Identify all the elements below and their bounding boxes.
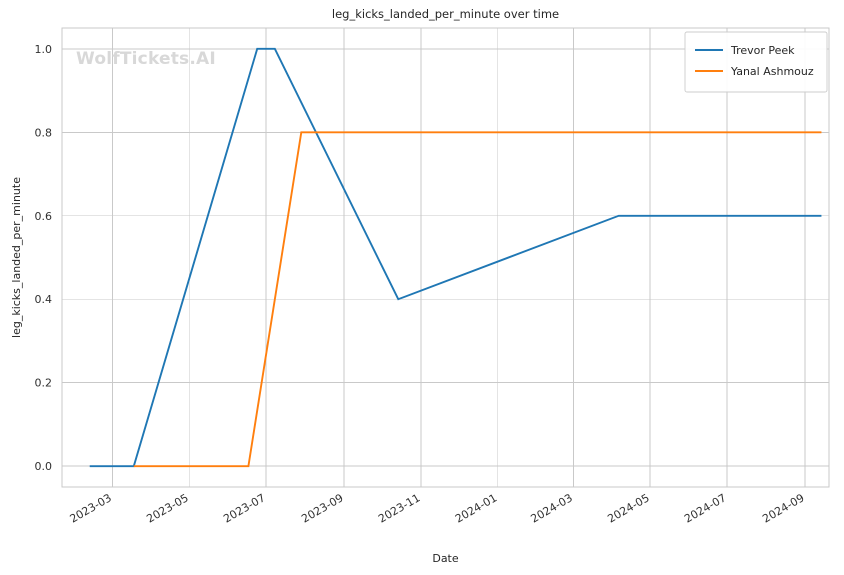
legend-label-2: Yanal Ashmouz <box>730 65 814 78</box>
x-axis-tick-label: 2024-07 <box>682 491 728 525</box>
y-axis-tick-label: 1.0 <box>35 43 53 56</box>
x-axis-tick-label: 2023-11 <box>376 491 422 525</box>
chart-title: leg_kicks_landed_per_minute over time <box>332 7 559 21</box>
y-axis-tick-label: 0.6 <box>35 210 53 223</box>
plot-area-border <box>61 27 830 488</box>
y-axis-label: leg_kicks_landed_per_minute <box>10 177 23 338</box>
x-axis-tick-label: 2024-03 <box>529 491 575 525</box>
y-axis-tick-label: 0.0 <box>35 460 53 473</box>
legend-box <box>684 31 828 93</box>
y-axis-tick-label: 0.4 <box>35 293 53 306</box>
x-axis-tick-label: 2023-03 <box>68 491 114 525</box>
x-axis-tick-label: 2024-09 <box>760 491 806 525</box>
x-axis-label: Date <box>432 552 459 565</box>
x-axis-tick-label: 2024-01 <box>453 491 499 525</box>
watermark-text: WolfTickets.AI <box>76 49 216 69</box>
y-axis-tick-label: 0.2 <box>35 377 53 390</box>
series-line-2 <box>133 131 822 468</box>
x-axis-tick-label: 2023-05 <box>144 491 190 525</box>
y-axis-tick-label: 0.8 <box>35 126 53 139</box>
series-line-1 <box>89 47 822 468</box>
x-axis-tick-label: 2023-07 <box>221 491 267 525</box>
legend-label-1: Trevor Peek <box>730 44 795 57</box>
x-axis-tick-label: 2023-09 <box>299 491 345 525</box>
x-axis-tick-label: 2024-05 <box>605 491 651 525</box>
